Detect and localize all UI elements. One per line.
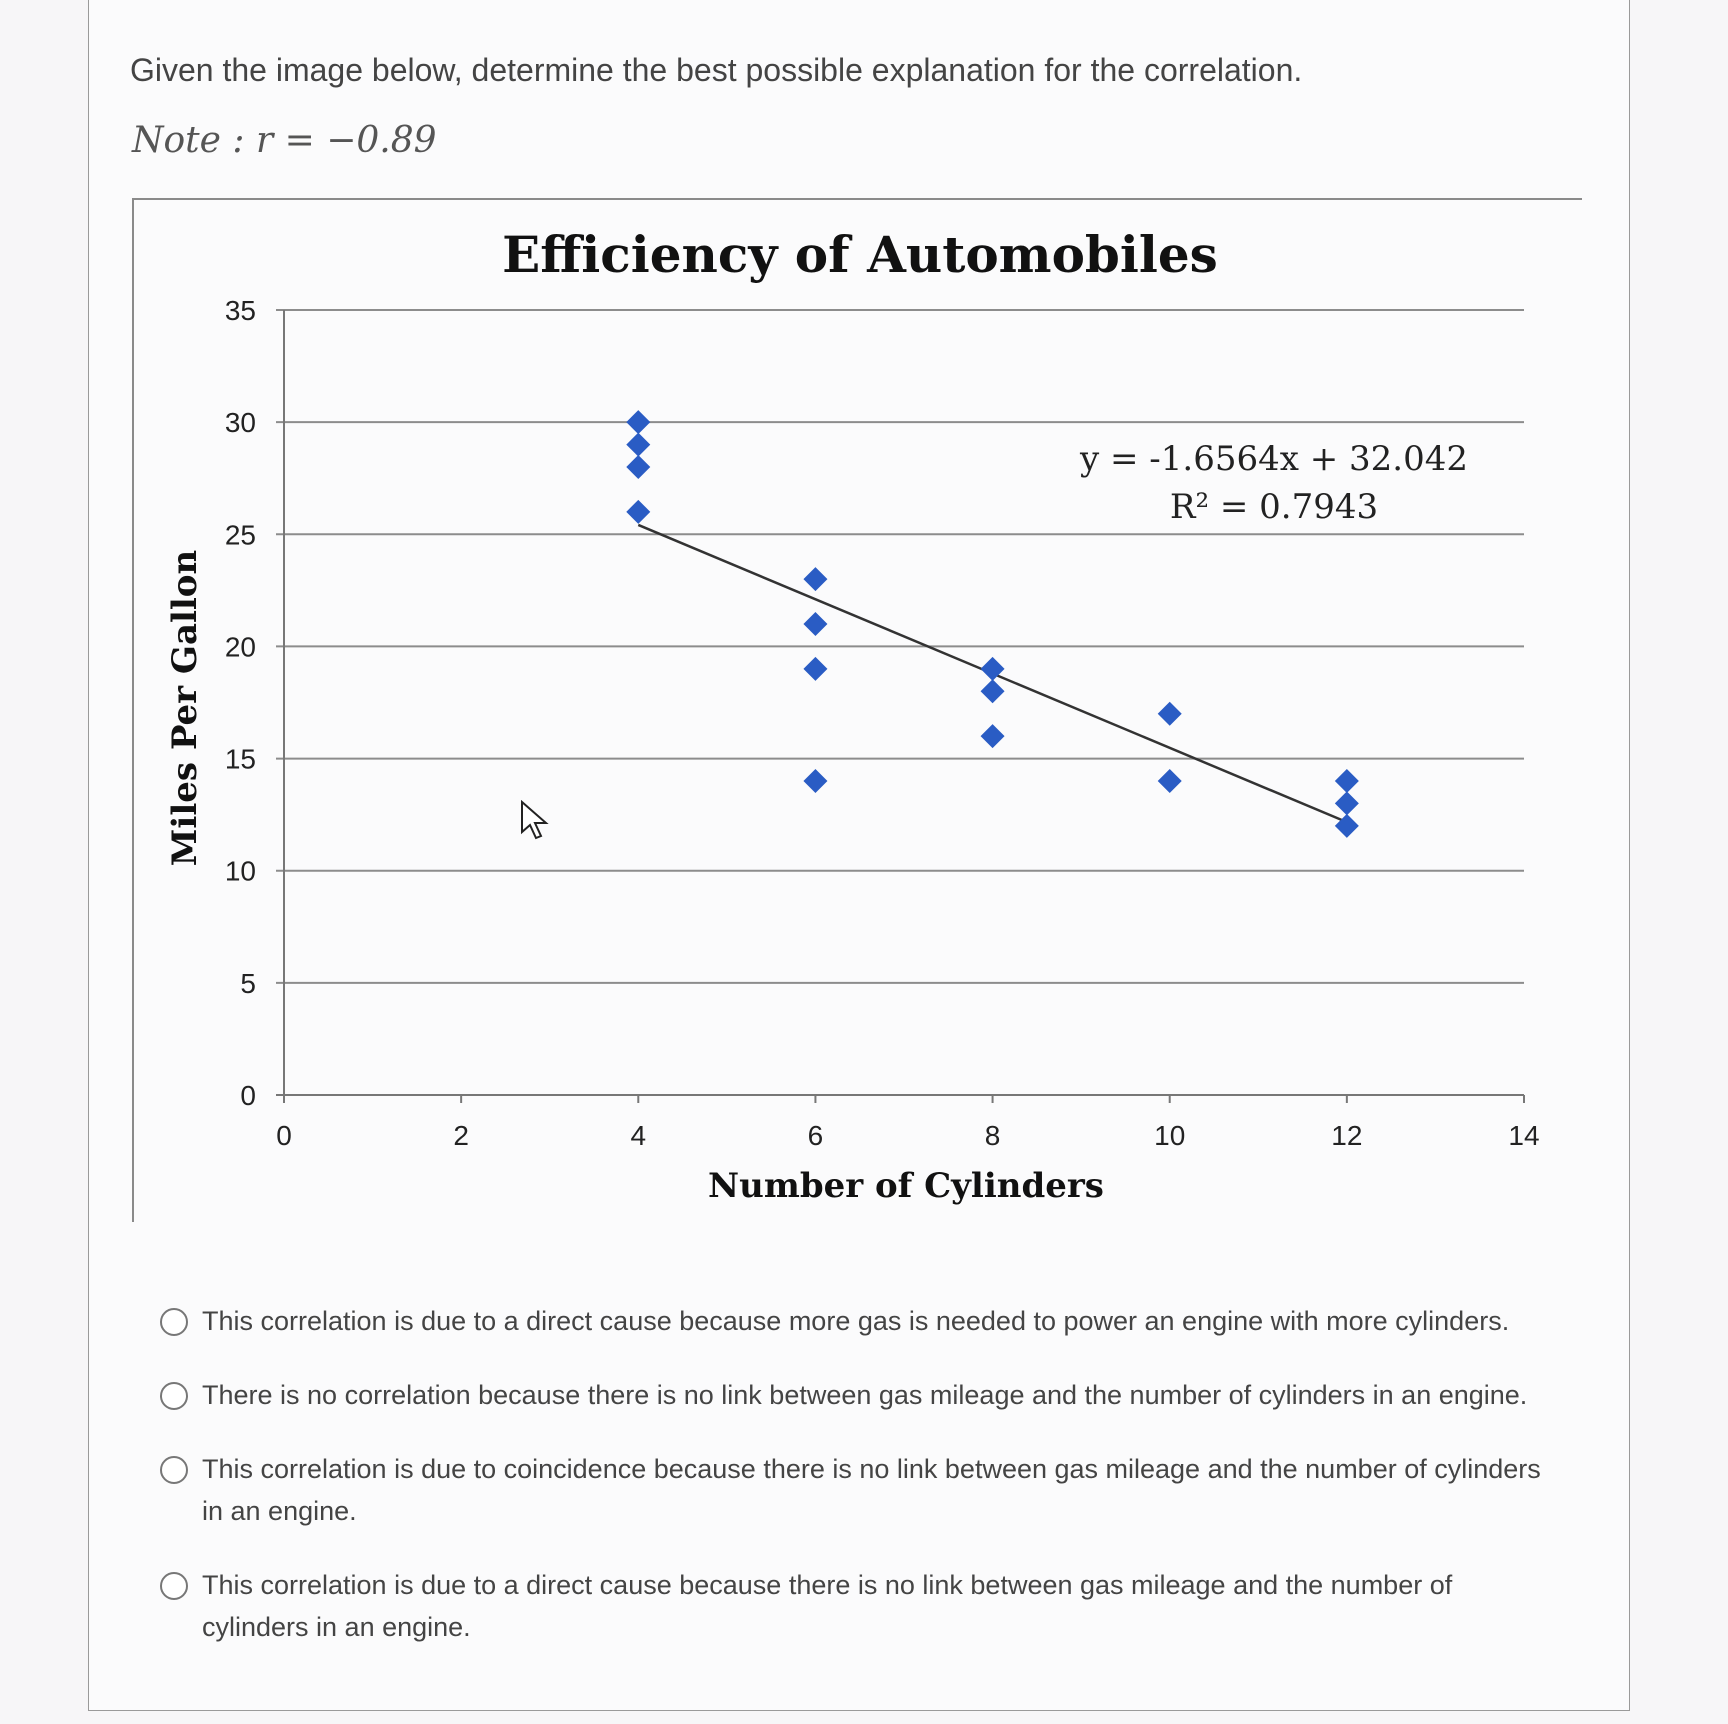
answer-option-3[interactable]: This correlation is due to coincidence b… (160, 1448, 1560, 1532)
x-tick-label: 14 (1508, 1120, 1539, 1151)
y-tick-label: 30 (225, 407, 256, 438)
gridlines (276, 309, 1524, 984)
data-point (980, 724, 1005, 749)
data-point (626, 410, 651, 435)
radio-button[interactable] (160, 1456, 188, 1484)
y-tick-label: 10 (225, 856, 256, 887)
data-point (803, 612, 828, 636)
data-point (1157, 769, 1182, 793)
x-tick-label: 0 (276, 1120, 292, 1151)
question-prompt: Given the image below, determine the bes… (130, 52, 1303, 88)
y-tick-label: 5 (240, 968, 256, 999)
axes (276, 310, 1525, 1103)
data-point (626, 455, 651, 479)
x-tick-label: 2 (453, 1120, 469, 1151)
y-tick-label: 35 (225, 295, 256, 326)
chart-title: Efficiency of Automobiles (502, 225, 1218, 284)
radio-button[interactable] (160, 1572, 188, 1600)
option-label: This correlation is due to a direct caus… (202, 1306, 1510, 1336)
radio-button[interactable] (160, 1382, 188, 1410)
y-tick-label: 20 (225, 631, 256, 662)
y-tick-labels: 0 5 10 15 20 25 30 35 (225, 295, 256, 1111)
data-point (980, 679, 1005, 704)
radio-button[interactable] (160, 1308, 188, 1336)
option-label: This correlation is due to a direct caus… (202, 1570, 1453, 1642)
data-point (803, 769, 828, 793)
scatter-chart: Efficiency of Automobiles 05101520253035… (165, 225, 1540, 1206)
data-point (626, 432, 651, 457)
question-card (88, 0, 1630, 1711)
x-tick-label: 4 (630, 1120, 646, 1151)
data-points (626, 410, 1359, 838)
answer-option-1[interactable]: This correlation is due to a direct caus… (160, 1300, 1560, 1342)
data-point (1334, 769, 1359, 793)
option-label: This correlation is due to coincidence b… (202, 1454, 1541, 1526)
answer-option-4[interactable]: This correlation is due to a direct caus… (160, 1564, 1560, 1648)
trendline-equation: y = -1.6564x + 32.042 (1079, 439, 1468, 479)
data-point (1334, 791, 1359, 816)
x-tick-label: 8 (985, 1120, 1001, 1151)
x-tick-label: 12 (1331, 1120, 1362, 1151)
y-tick-label: 0 (240, 1080, 256, 1111)
option-label: There is no correlation because there is… (202, 1380, 1528, 1410)
data-point (803, 656, 828, 681)
data-point (803, 567, 828, 592)
y-tick-label: 25 (225, 519, 256, 550)
x-tick-labels: 0 2 4 6 8 10 12 14 (276, 1120, 1539, 1151)
data-point (1334, 813, 1359, 838)
answer-options: This correlation is due to a direct caus… (160, 1300, 1560, 1680)
chart-frame: Efficiency of Automobiles 0 5 10 15 20 25 30 35… (132, 198, 1582, 1222)
y-tick-label: 15 (225, 744, 256, 775)
data-point (980, 656, 1005, 681)
data-point (1157, 701, 1182, 726)
x-tick-label: 6 (808, 1120, 824, 1151)
r-squared-label: R² = 0.7943 (1170, 487, 1378, 527)
x-tick-label: 10 (1154, 1120, 1185, 1151)
x-axis-label: Number of Cylinders (708, 1166, 1104, 1206)
answer-option-2[interactable]: There is no correlation because there is… (160, 1374, 1560, 1416)
mouse-pointer-icon (521, 800, 549, 840)
y-axis-label: Miles Per Gallon (165, 550, 205, 866)
correlation-note: Note : r = −0.89 (132, 120, 437, 161)
data-point (626, 499, 651, 524)
